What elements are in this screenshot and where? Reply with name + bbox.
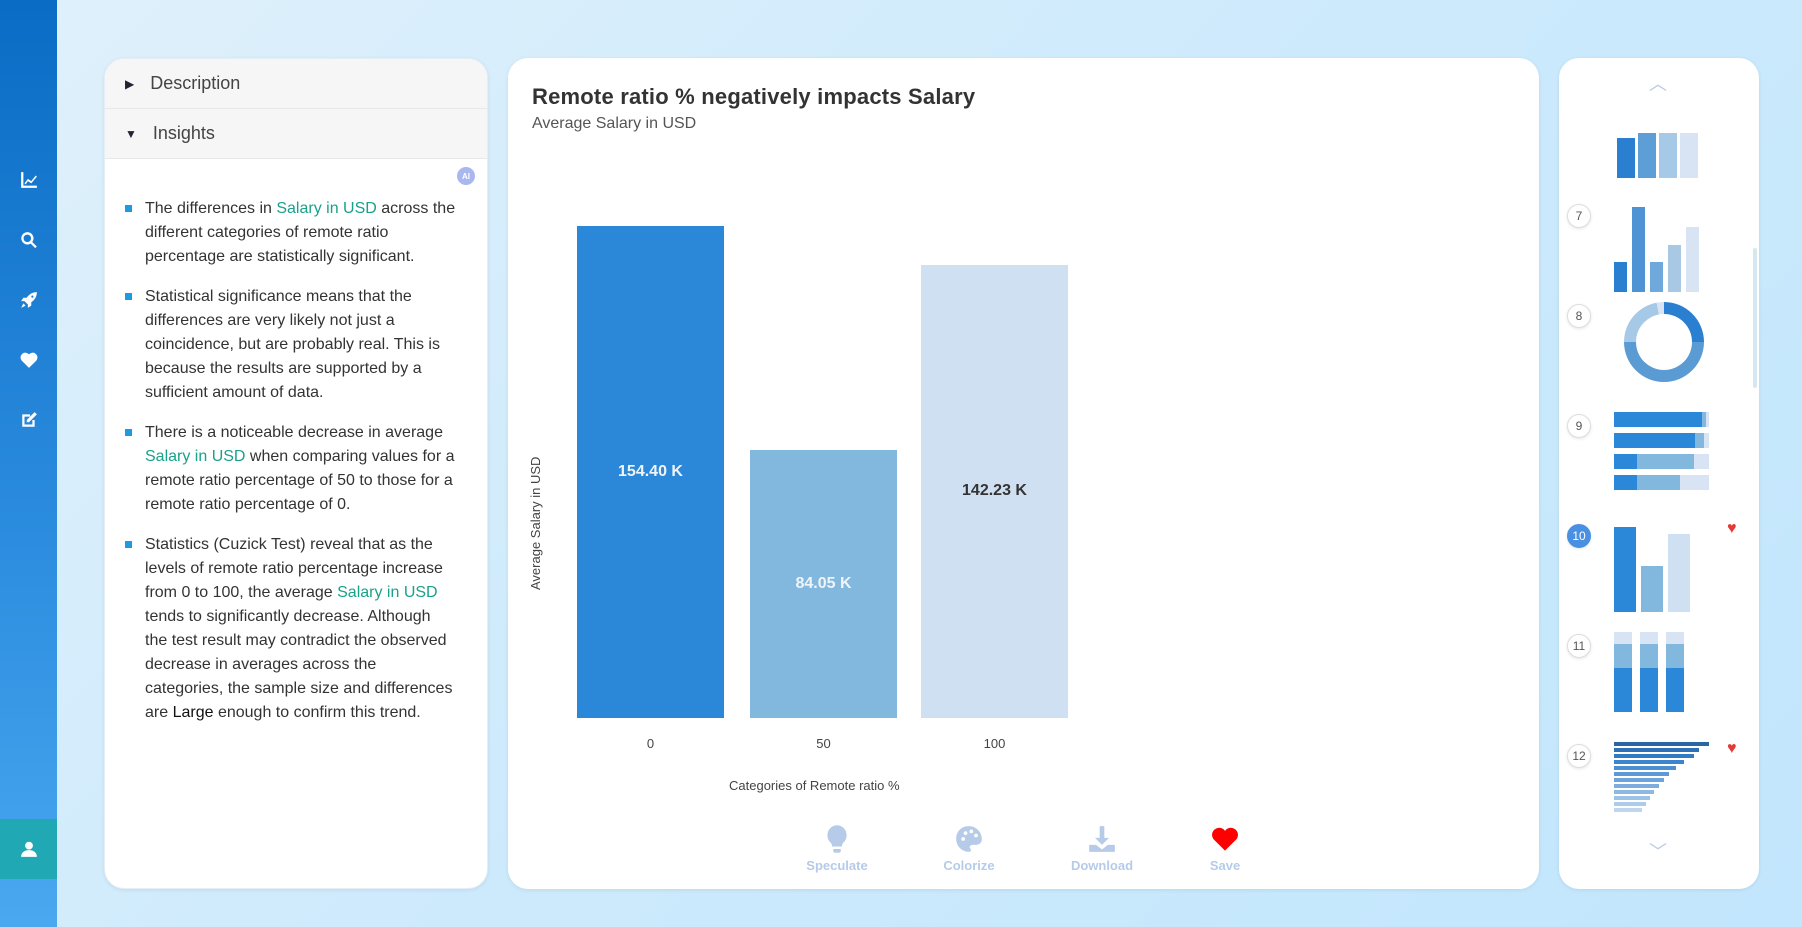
speculate-label: Speculate: [806, 858, 868, 873]
thumbnail-chart[interactable]: [1614, 522, 1690, 612]
chevron-down-icon[interactable]: ﹀: [1649, 842, 1667, 862]
heart-icon: [1212, 827, 1238, 851]
speculate-button[interactable]: Speculate: [792, 824, 882, 873]
save-button[interactable]: Save: [1180, 824, 1270, 873]
edit-icon: [21, 412, 37, 427]
saved-heart-icon[interactable]: ♥: [1727, 520, 1737, 537]
chevron-up-icon[interactable]: ︿: [1649, 74, 1667, 94]
insights-panel: ▶ Description ▼ Insights AI The difference…: [104, 58, 488, 889]
insight-item: Statistics (Cuzick Test) reveal that as …: [125, 533, 457, 725]
thumbnail-chart[interactable]: [1617, 128, 1707, 178]
y-axis-label: Average Salary in USD: [528, 456, 543, 590]
chart-subtitle: Average Salary in USD: [532, 115, 697, 132]
insights-accordion[interactable]: ▼ Insights: [105, 109, 487, 159]
insight-text: Statistics (Cuzick Test) reveal that as …: [145, 536, 443, 601]
insight-text: across the different categories of remot…: [145, 200, 456, 265]
saved-heart-icon[interactable]: ♥: [1727, 740, 1737, 757]
insight-text: when comparing values for a remote ratio…: [145, 448, 455, 513]
sidebar-item-search[interactable]: [0, 220, 57, 260]
insight-item: The differences in Salary in USD across …: [125, 197, 457, 269]
insight-text: The differences in: [145, 200, 277, 217]
thumbnail-number: 8: [1567, 304, 1591, 328]
download-button[interactable]: Download: [1057, 824, 1147, 873]
x-tick-label: 0: [646, 736, 655, 751]
thumbnail-number: 10: [1567, 524, 1591, 548]
save-label: Save: [1209, 858, 1241, 873]
insight-highlight: Salary in USD: [145, 448, 246, 465]
chart-panel: Remote ratio % negatively impacts Salary…: [508, 58, 1539, 889]
sidebar-item-favorites[interactable]: [0, 340, 57, 380]
colorize-button[interactable]: Colorize: [924, 824, 1014, 873]
user-icon: [20, 841, 37, 857]
thumbnail-number: 12: [1567, 744, 1591, 768]
chart-line-icon: [20, 172, 37, 188]
lightbulb-icon: [827, 825, 847, 853]
bar-0[interactable]: 154.40 K: [577, 226, 724, 718]
description-label: Description: [150, 73, 241, 93]
bar-value-label: 84.05 K: [795, 575, 852, 593]
sidebar-item-launch[interactable]: [0, 280, 57, 320]
thumbnail-chart[interactable]: [1614, 302, 1704, 382]
x-tick-label: 50: [816, 736, 831, 751]
thumbnail-strip: ︿ 7 8 9 10 ♥ 11 12 ♥ ﹀: [1559, 58, 1759, 889]
insight-item: There is a noticeable decrease in averag…: [125, 421, 457, 517]
insight-emphasis: Large: [172, 704, 214, 721]
download-icon: [1089, 826, 1115, 852]
rocket-icon: [20, 292, 37, 308]
sidebar-item-charts[interactable]: [0, 160, 57, 200]
insight-item: Statistical significance means that the …: [125, 285, 457, 405]
thumbnail-number: 9: [1567, 414, 1591, 438]
colorize-label: Colorize: [943, 858, 995, 873]
sidebar: [0, 0, 57, 927]
thumbnail-number: 11: [1567, 634, 1591, 658]
chart-title: Remote ratio % negatively impacts Salary: [532, 84, 976, 109]
insight-text: tends to significantly decrease. Althoug…: [145, 608, 453, 721]
caret-down-icon: ▼: [125, 126, 137, 141]
thumbnail-chart[interactable]: [1614, 202, 1699, 292]
download-label: Download: [1070, 858, 1134, 873]
description-accordion[interactable]: ▶ Description: [105, 59, 487, 109]
bar-50[interactable]: 84.05 K: [750, 450, 897, 718]
thumbnail-chart[interactable]: [1614, 742, 1709, 814]
insight-text: There is a noticeable decrease in averag…: [145, 424, 443, 441]
sidebar-item-edit[interactable]: [0, 400, 57, 440]
bar-value-label: 154.40 K: [618, 463, 683, 480]
thumbnail-chart[interactable]: [1614, 632, 1684, 712]
insight-highlight: Salary in USD: [337, 584, 438, 601]
thumbnail-number: 7: [1567, 204, 1591, 228]
x-axis-label-text: Categories of Remote ratio %: [729, 778, 900, 793]
ai-badge-icon: AI: [457, 167, 475, 185]
search-icon: [20, 232, 37, 249]
palette-icon: [956, 826, 982, 852]
heart-icon: [20, 352, 37, 368]
x-axis-label: Categories of Remote ratio %: [508, 778, 1539, 798]
x-tick-label: 100: [983, 736, 1006, 751]
scrollbar[interactable]: [1753, 248, 1757, 388]
insights-label: Insights: [152, 123, 215, 143]
insights-list: The differences in Salary in USD across …: [105, 159, 487, 725]
bar-value-label: 142.23 K: [962, 482, 1027, 500]
caret-right-icon: ▶: [125, 76, 135, 91]
sidebar-item-profile[interactable]: [0, 819, 57, 879]
bar-100[interactable]: 142.23 K: [921, 264, 1068, 718]
insight-text: Statistical significance means that the …: [145, 288, 440, 401]
insight-text: enough to confirm this trend.: [213, 704, 421, 721]
thumbnail-chart[interactable]: [1614, 412, 1709, 496]
insight-highlight: Salary in USD: [276, 200, 377, 217]
